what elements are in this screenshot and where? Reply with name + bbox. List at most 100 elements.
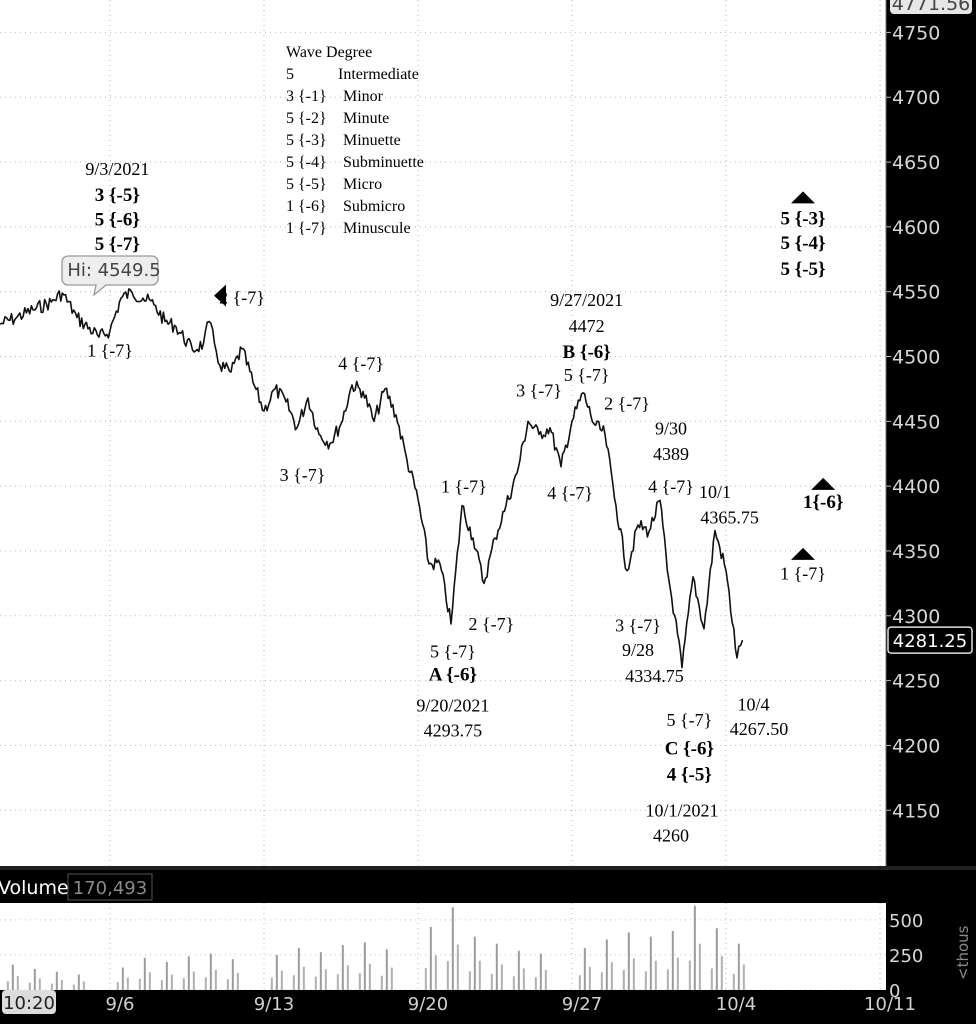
volume-bar xyxy=(390,967,393,990)
last-price-label: 4281.25 xyxy=(893,631,967,652)
wave-marker xyxy=(791,191,815,204)
volume-bar xyxy=(236,973,239,990)
wave-label: 4472 xyxy=(569,316,605,336)
wave-label: 1 {-7} xyxy=(780,563,826,583)
volume-bar xyxy=(33,968,36,990)
volume-bar xyxy=(187,956,190,990)
hi-bubble-label: Hi: 4549.5 xyxy=(67,260,160,281)
legend-name: Minor xyxy=(343,88,384,105)
volume-bar xyxy=(170,974,173,990)
volume-bar xyxy=(60,979,63,990)
volume-bar xyxy=(380,975,383,990)
legend-name: Intermediate xyxy=(338,66,419,83)
volume-bar xyxy=(720,956,723,990)
wave-label: 4267.50 xyxy=(730,719,789,739)
volume-bar xyxy=(600,972,603,990)
volume-bar xyxy=(368,963,371,990)
volume-bar xyxy=(495,943,498,990)
volume-bar xyxy=(324,969,327,990)
volume-bar xyxy=(280,970,283,990)
legend-name: Subminuette xyxy=(343,154,424,171)
volume-bar xyxy=(710,968,713,990)
wave-label: 4293.75 xyxy=(424,720,483,740)
volume-tick-label: 250 xyxy=(889,946,923,967)
volume-bar xyxy=(473,936,476,990)
wave-label: 10/1/2021 xyxy=(645,801,718,821)
wave-degree-legend: Wave Degree 5 Intermediate 3 {-1} Minor 5 {-2… xyxy=(286,44,424,237)
volume-bar xyxy=(55,971,58,990)
wave-label: 5 {-3} xyxy=(780,208,825,229)
wave-label: 4 {-5} xyxy=(667,764,712,785)
volume-bar xyxy=(522,968,525,990)
volume-bar xyxy=(50,983,53,990)
wave-label: 10/1 xyxy=(699,482,731,502)
volume-bar xyxy=(478,960,481,990)
volume-bar xyxy=(649,936,652,990)
volume-bar xyxy=(116,982,119,990)
wave-label: A {-6} xyxy=(429,665,477,686)
volume-bar xyxy=(160,980,163,990)
price-line xyxy=(0,288,744,669)
volume-bar xyxy=(627,932,630,990)
wave-label: 4389 xyxy=(653,444,689,464)
volume-bar xyxy=(138,978,141,990)
volume-bar xyxy=(214,969,217,990)
price-tick-label: 4500 xyxy=(892,347,940,369)
legend-name: Micro xyxy=(343,176,382,193)
volume-bar xyxy=(500,964,503,990)
legend-code: 5 {-2} xyxy=(286,110,327,127)
hi-bubble xyxy=(61,255,159,297)
wave-marker xyxy=(214,284,226,307)
price-tick-label: 4650 xyxy=(892,152,940,174)
wave-label: 5 {-4} xyxy=(780,233,825,254)
volume-bar xyxy=(6,981,9,990)
wave-label: 9/27/2021 xyxy=(550,290,623,310)
time-label: 10:20 xyxy=(3,993,55,1014)
legend-name: Submicro xyxy=(343,198,405,215)
price-tick-label: 4150 xyxy=(892,800,940,822)
legend-code: 5 xyxy=(286,66,294,83)
volume-bar xyxy=(11,964,14,990)
panel-separator xyxy=(0,866,976,870)
volume-bar xyxy=(297,947,300,990)
volume-bar xyxy=(38,978,41,990)
price-tick-label: 4200 xyxy=(892,735,940,757)
volume-bar xyxy=(385,949,388,990)
wave-label: 10/4 xyxy=(737,694,769,714)
volume-bar xyxy=(490,973,493,990)
volume-bar xyxy=(693,905,696,990)
volume-bar xyxy=(314,976,317,990)
price-tick-label: 4700 xyxy=(892,87,940,109)
volume-bar xyxy=(715,928,718,990)
volume-bar xyxy=(654,960,657,990)
volume-bar xyxy=(292,975,295,990)
volume-bar xyxy=(434,955,437,990)
legend-name: Minuscule xyxy=(343,220,411,237)
price-tick-label: 4250 xyxy=(892,671,940,693)
date-tick-label: 9/6 xyxy=(106,994,135,1015)
wave-label: 5 {-7} xyxy=(666,710,712,730)
volume-bar xyxy=(742,964,745,990)
volume-bar xyxy=(622,969,625,990)
date-tick-label: 9/20 xyxy=(408,994,448,1015)
volume-bar xyxy=(346,965,349,990)
wave-label: 3 {-7} xyxy=(516,381,562,401)
volume-bar xyxy=(632,958,635,990)
volume-bar xyxy=(610,962,613,990)
wave-label: B {-6} xyxy=(563,342,611,363)
volume-bar xyxy=(676,957,679,990)
wave-marker xyxy=(791,547,815,560)
date-tick-label: 10/11 xyxy=(864,994,916,1015)
wave-label: 4 {-7} xyxy=(338,353,384,373)
volume-bar xyxy=(126,977,129,990)
wave-label: 4334.75 xyxy=(625,666,684,686)
wave-label: 1 {-7} xyxy=(87,341,133,361)
volume-bar xyxy=(671,931,674,990)
price-tick-label: 4350 xyxy=(892,541,940,563)
volume-bar xyxy=(72,984,75,990)
volume-bar xyxy=(468,971,471,990)
top-price-badge xyxy=(890,0,972,14)
volume-value: 170,493 xyxy=(73,878,147,899)
price-tick-label: 4750 xyxy=(892,22,940,44)
